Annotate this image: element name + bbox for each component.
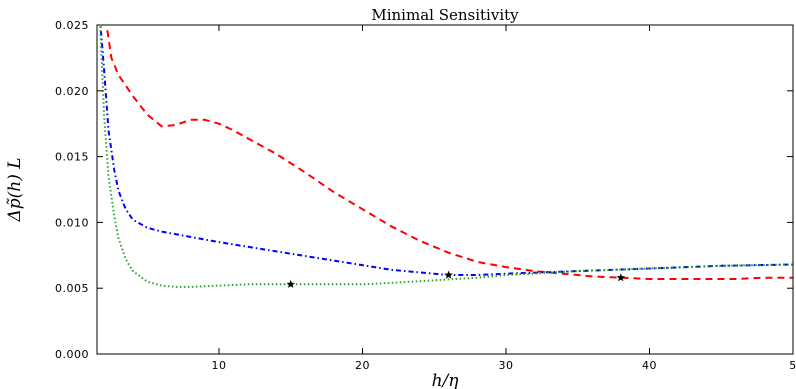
x-tick-label: 5	[789, 359, 796, 372]
star-marker-1	[286, 279, 295, 288]
tick-layer: 10 20 30 40 5 0.000 0.005 0.010 0.015 0.020 0.025	[55, 19, 796, 372]
plot-frame	[96, 24, 794, 355]
series-line-1	[105, 25, 793, 280]
y-tick-label: 0.015	[55, 151, 89, 164]
series-layer	[99, 25, 793, 288]
series-line-3	[99, 25, 793, 288]
x-tick-label: 10	[211, 359, 226, 372]
star-marker-3	[616, 273, 626, 282]
star-marker-2	[444, 270, 453, 279]
y-tick-label: 0.010	[55, 216, 89, 229]
y-axis-label: Δp̃(h) L	[5, 157, 25, 222]
x-axis-label: h/η	[432, 371, 460, 389]
y-tick-label: 0.000	[55, 348, 89, 361]
y-tick-label: 0.025	[55, 19, 89, 32]
x-tick-label: 30	[498, 359, 513, 372]
x-tick-label: 40	[642, 359, 657, 372]
y-tick-label: 0.020	[55, 85, 89, 98]
marker-layer	[286, 270, 626, 288]
x-tick-label: 20	[355, 359, 370, 372]
series-line-2	[99, 25, 793, 276]
chart-title: Minimal Sensitivity	[371, 6, 519, 24]
y-tick-label: 0.005	[55, 282, 89, 295]
